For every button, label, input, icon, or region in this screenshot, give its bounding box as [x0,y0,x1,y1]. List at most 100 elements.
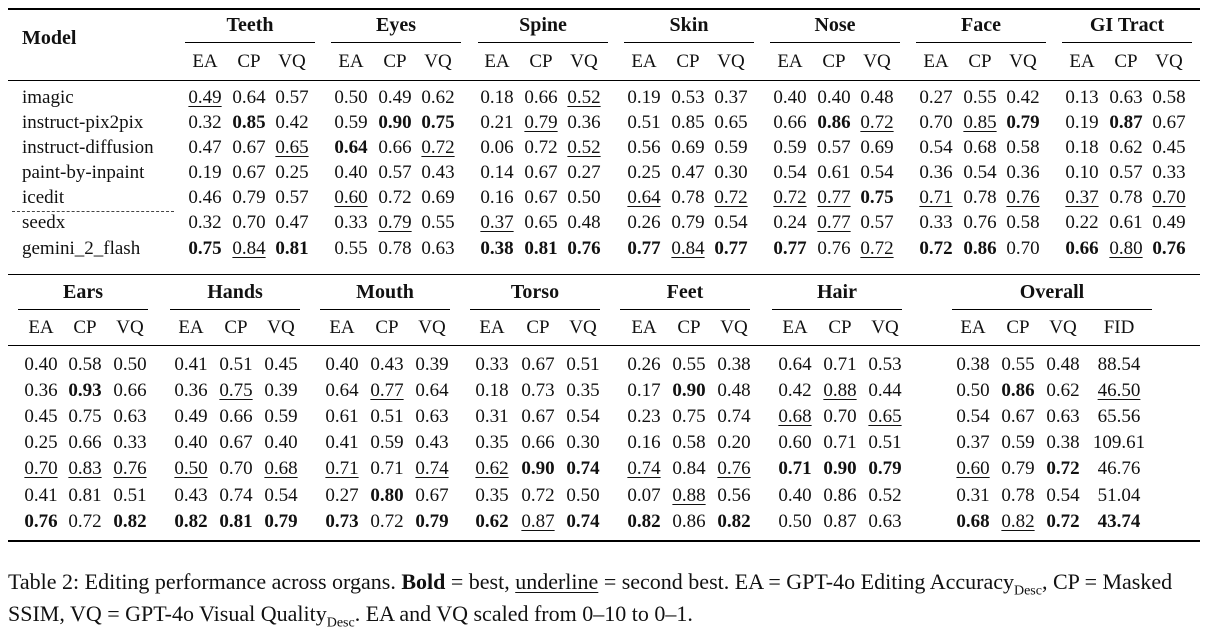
table-cell: 0.36 [1006,162,1040,183]
table-cell: 0.41 [174,354,208,375]
table-cell: 0.67 [415,485,449,506]
table-cell: 0.93 [68,380,102,401]
table-cell: 0.21 [480,112,514,133]
table-cell: 0.72 [378,187,412,208]
table-cell: 0.36 [567,112,601,133]
table-cell: 0.32 [188,212,222,233]
table-cell: 109.61 [1092,432,1146,453]
table-cell: 0.69 [860,137,894,158]
table-cell: 0.74 [219,485,253,506]
table-cell: 0.86 [823,485,857,506]
table-cell: 0.76 [113,458,147,479]
caption-text-5: . EA and VQ scaled from 0–10 to 0–1. [354,601,693,626]
table-cell: 0.67 [521,354,555,375]
table-cell: 0.72 [919,238,953,259]
metric-header: EA [28,317,54,338]
metric-header: EA [782,317,808,338]
table-cell: 0.22 [1065,212,1099,233]
table-cell: 0.57 [378,162,412,183]
metric-header: CP [1006,317,1030,338]
table-cell: 0.36 [919,162,953,183]
table-cell: 0.72 [370,511,404,532]
table-cell: 0.88 [672,485,706,506]
group-underline [470,309,600,310]
table-cell: 0.37 [714,87,748,108]
table-cell: 0.66 [521,432,555,453]
table-cell: 0.41 [24,485,58,506]
table-cell: 0.38 [1046,432,1080,453]
table-cell: 0.86 [1001,380,1035,401]
table-cell: 0.10 [1065,162,1099,183]
table-cell: 0.13 [1065,87,1099,108]
caption-text-1: Table 2: Editing performance across orga… [8,569,396,594]
metric-header: CP [828,317,852,338]
table-cell: 0.62 [475,511,509,532]
table-cell: 0.64 [325,380,359,401]
table-cell: 0.33 [919,212,953,233]
table-cell: 0.16 [627,432,661,453]
table-cell: 0.40 [325,354,359,375]
table-cell: 0.45 [24,406,58,427]
model-name: seedx [22,212,66,233]
table-cell: 0.75 [672,406,706,427]
table-cell: 0.77 [817,187,851,208]
table-cell: 0.70 [232,212,266,233]
model-name: gemini_2_flash [22,238,141,259]
table-cell: 0.87 [823,511,857,532]
organ-group-header: Hair [817,281,857,303]
table-cell: 0.70 [919,112,953,133]
table-cell: 0.53 [671,87,705,108]
table-cell: 0.35 [475,432,509,453]
table-cell: 0.25 [275,162,309,183]
table-cell: 0.80 [1109,238,1143,259]
metric-header: VQ [116,317,144,338]
table-cell: 0.26 [627,212,661,233]
table-cell: 0.74 [717,406,751,427]
table-cell: 0.50 [778,511,812,532]
table-cell: 0.76 [567,238,601,259]
table-cell: 0.82 [1001,511,1035,532]
table-cell: 0.51 [627,112,661,133]
dashed-separator [12,211,174,212]
table-cell: 0.25 [627,162,661,183]
table-cell: 0.39 [264,380,298,401]
table-cell: 0.67 [524,162,558,183]
table-cell: 0.79 [524,112,558,133]
table-cell: 0.14 [480,162,514,183]
table-cell: 0.57 [860,212,894,233]
group-underline [331,42,461,43]
table-cell: 0.18 [475,380,509,401]
table-cell: 0.67 [521,406,555,427]
table-cell: 0.71 [778,458,812,479]
organ-group-header: Hands [207,281,263,303]
table-cell: 0.76 [1152,238,1186,259]
table-cell: 0.85 [232,112,266,133]
table-cell: 0.90 [672,380,706,401]
table-cell: 0.58 [1006,137,1040,158]
table-cell: 0.63 [1046,406,1080,427]
table-cell: 0.76 [24,511,58,532]
table-cell: 0.81 [68,485,102,506]
metric-header: EA [960,317,986,338]
metric-header: EA [777,51,803,72]
metric-header: VQ [278,51,306,72]
bottom-rule [8,540,1200,542]
table-cell: 0.27 [919,87,953,108]
table-cell: 0.77 [370,380,404,401]
table-cell: 0.16 [480,187,514,208]
table-cell: 0.55 [334,238,368,259]
table-cell: 0.37 [480,212,514,233]
caption-sub-1: Desc [1013,583,1042,599]
model-name: imagic [22,87,74,108]
table-cell: 0.49 [1152,212,1186,233]
metric-header: CP [968,51,992,72]
table-cell: 0.57 [1109,162,1143,183]
table-cell: 0.54 [1046,485,1080,506]
table-cell: 0.79 [264,511,298,532]
table-cell: 0.75 [188,238,222,259]
table-cell: 0.40 [174,432,208,453]
table-cell: 0.76 [717,458,751,479]
table-cell: 0.81 [219,511,253,532]
table-cell: 0.38 [717,354,751,375]
table-cell: 0.79 [671,212,705,233]
